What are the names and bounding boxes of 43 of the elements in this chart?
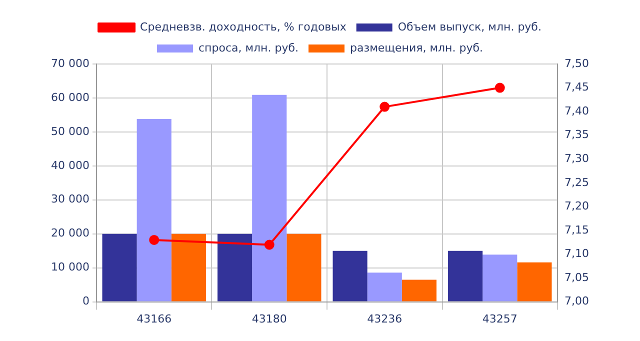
bar xyxy=(286,234,322,302)
y2-tick-label: 7,35 xyxy=(564,128,590,142)
y-tick-label: 50 000 xyxy=(50,124,90,138)
y2-tick-label: 7,10 xyxy=(564,247,590,260)
x-tick-label: 43180 xyxy=(252,312,287,326)
legend-label: размещения, млн. руб. xyxy=(350,41,484,54)
x-tick-label: 43236 xyxy=(367,312,402,326)
y2-tick-label: 7,50 xyxy=(564,56,590,70)
bar xyxy=(218,234,252,302)
y2-tick-label: 7,45 xyxy=(564,80,590,94)
bar xyxy=(252,94,287,302)
y-tick-label: 60 000 xyxy=(50,90,90,104)
y2-tick-label: 7,40 xyxy=(564,104,590,118)
point xyxy=(149,234,160,245)
bar xyxy=(332,250,368,302)
y-tick-label: 0 xyxy=(82,294,90,308)
y-tick-label: 70 000 xyxy=(50,56,90,70)
y2-tick-label: 7,30 xyxy=(564,152,590,165)
y-tick-label: 10 000 xyxy=(50,260,90,274)
x-tick-label: 43166 xyxy=(136,312,172,326)
y2-tick-label: 7,20 xyxy=(564,200,590,213)
y2-tick-label: 7,00 xyxy=(564,294,590,308)
y-tick-label: 40 000 xyxy=(50,158,90,172)
legend-label: спроса, млн. руб. xyxy=(198,41,299,54)
y2-tick-label: 7,25 xyxy=(564,176,590,189)
y-tick-label: 20 000 xyxy=(50,226,90,240)
point xyxy=(380,102,390,112)
bar xyxy=(367,272,402,302)
bar xyxy=(448,250,483,302)
y-tick-label: 30 000 xyxy=(50,192,90,206)
point xyxy=(264,240,274,250)
bar xyxy=(482,254,518,302)
bar xyxy=(402,280,436,302)
x-tick-label: 43257 xyxy=(482,312,518,326)
point xyxy=(494,82,505,93)
legend-label: Средневзв. доходность, % годовых xyxy=(140,20,347,34)
legend-label: Объем выпуск, млн. руб. xyxy=(398,20,542,34)
bar xyxy=(171,234,206,302)
bar xyxy=(136,119,172,302)
bar xyxy=(517,262,552,302)
y2-tick-label: 7,15 xyxy=(564,223,590,236)
bar xyxy=(102,234,137,302)
y2-tick-label: 7,05 xyxy=(564,270,590,284)
